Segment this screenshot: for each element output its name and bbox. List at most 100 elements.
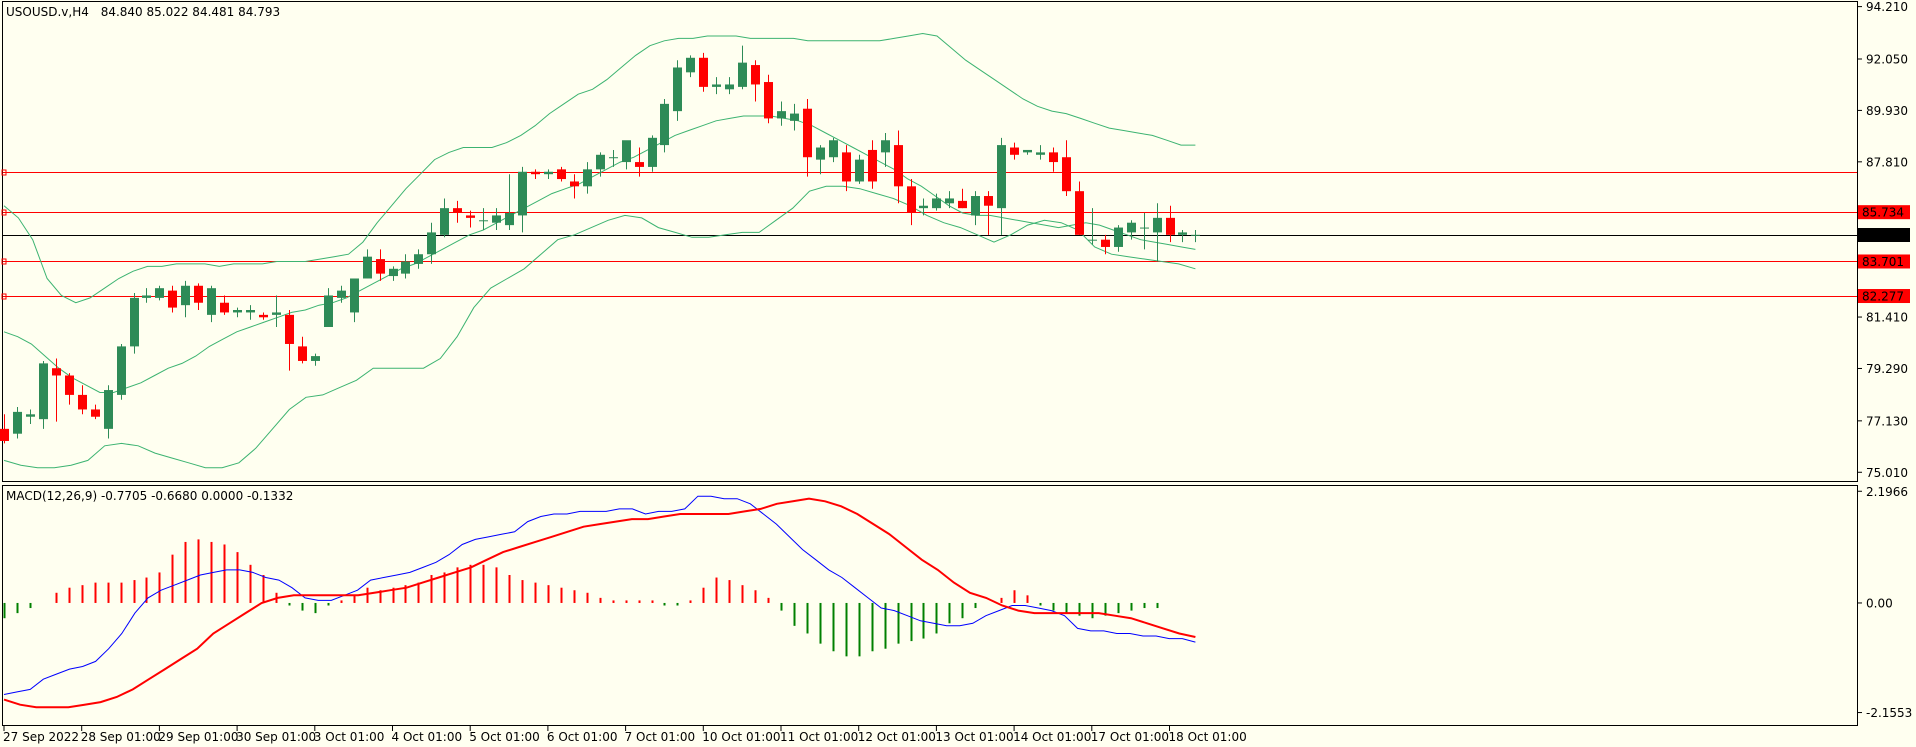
time-axis-label: 5 Oct 01:00 — [469, 730, 540, 744]
candle-body — [181, 285, 190, 306]
candle — [1127, 220, 1136, 240]
macd-macd-line — [3, 495, 1196, 695]
macd-signal-line — [3, 497, 1196, 709]
price-axis-label: 75.010 — [1866, 466, 1908, 480]
candle — [686, 55, 695, 78]
candle — [0, 414, 9, 444]
macd-axis: 2.1966 0.00 -2.1553 — [1857, 485, 1912, 720]
candle — [246, 305, 255, 320]
time-axis-label: 3 Oct 01:00 — [314, 730, 385, 744]
candle — [39, 360, 48, 429]
price-axis-label: 82.277 — [1862, 290, 1904, 304]
candle — [932, 193, 941, 211]
candle — [1114, 225, 1123, 252]
time-axis-label: 13 Oct 01:00 — [935, 730, 1013, 744]
candle-body — [155, 288, 164, 298]
candle-body — [738, 62, 747, 87]
candle-body — [1153, 217, 1162, 233]
candle — [1075, 181, 1084, 235]
candle — [803, 99, 812, 177]
candle — [829, 137, 838, 163]
candle-body — [1178, 232, 1187, 235]
candle — [52, 358, 61, 422]
candle — [389, 266, 398, 281]
candle-body — [39, 363, 48, 420]
candle-body — [932, 198, 941, 209]
bollinger-upper-line — [3, 32, 1196, 304]
candle — [363, 249, 372, 279]
candle-body — [259, 314, 268, 318]
candle — [1191, 229, 1200, 243]
candle — [958, 188, 967, 209]
time-axis-label: 14 Oct 01:00 — [1013, 730, 1091, 744]
price-axis-label: 83.701 — [1862, 255, 1904, 269]
macd-pane[interactable] — [2, 485, 1858, 726]
candle-body — [635, 162, 644, 167]
candle-body — [1075, 191, 1084, 235]
candle — [440, 198, 449, 238]
candle — [570, 174, 579, 199]
bollinger-middle-line — [3, 115, 1196, 393]
candle-body — [531, 171, 540, 175]
candle — [324, 288, 333, 327]
candle — [712, 77, 721, 95]
candles-layer — [0, 45, 1200, 444]
macd-axis-label: 0.00 — [1866, 596, 1893, 610]
time-axis-label: 18 Oct 01:00 — [1169, 730, 1247, 744]
candle — [505, 174, 514, 230]
candle-body — [997, 145, 1006, 209]
candle-body — [130, 297, 139, 347]
candle-body — [220, 302, 229, 313]
candle-body — [168, 290, 177, 308]
candle-body — [104, 390, 113, 429]
candle-body — [881, 140, 890, 153]
candle — [466, 210, 475, 228]
candle-body — [505, 213, 514, 226]
candle-body — [596, 154, 605, 170]
candle — [790, 103, 799, 131]
price-axis-label: 87.810 — [1866, 155, 1908, 169]
candle-body — [337, 290, 346, 298]
candle — [894, 130, 903, 204]
candle-body — [919, 205, 928, 209]
candle — [285, 310, 294, 371]
time-axis-label: 28 Sep 01:00 — [81, 730, 161, 744]
candle — [609, 149, 618, 167]
candle-body — [440, 208, 449, 235]
candle — [919, 198, 928, 216]
candle-body — [544, 171, 553, 175]
candle — [648, 135, 657, 172]
macd-layer — [3, 495, 1196, 709]
time-axis-label: 11 Oct 01:00 — [780, 730, 858, 744]
candle — [272, 295, 281, 327]
candle — [65, 373, 74, 405]
candle-body — [1049, 152, 1058, 163]
candle — [13, 407, 22, 439]
price-axis-label: 81.410 — [1866, 311, 1908, 325]
candle — [91, 404, 100, 420]
candle-body — [764, 82, 773, 119]
candle-body — [350, 278, 359, 313]
candle — [1049, 147, 1058, 172]
candle — [453, 200, 462, 223]
level-handle[interactable] — [1, 258, 7, 265]
candle-body — [829, 140, 838, 158]
level-handle[interactable] — [1, 169, 7, 176]
candle-body — [466, 215, 475, 218]
candle-body — [660, 103, 669, 146]
candle — [376, 249, 385, 281]
candle-body — [622, 140, 631, 163]
bollinger-lower-line — [3, 185, 1196, 469]
candle-body — [453, 208, 462, 214]
level-handle[interactable] — [1, 209, 7, 216]
candle-body — [233, 310, 242, 313]
candle-body — [803, 108, 812, 158]
price-label-box — [1858, 228, 1910, 243]
candle-body — [1062, 157, 1071, 192]
price-pane[interactable] — [2, 1, 1858, 482]
candle-body — [207, 288, 216, 315]
candle-body — [777, 111, 786, 119]
candle — [816, 145, 825, 175]
level-handle[interactable] — [1, 293, 7, 300]
time-axis-label: 12 Oct 01:00 — [858, 730, 936, 744]
